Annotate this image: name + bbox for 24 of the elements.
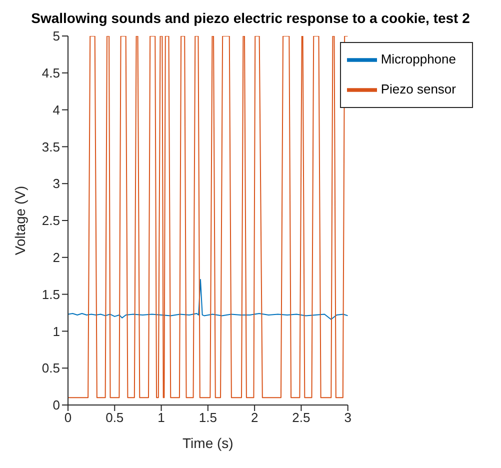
x-axis-title: Time (s) [182, 435, 234, 451]
y-tick-label: 1.5 [42, 286, 60, 302]
y-tick-label: 5 [52, 28, 60, 44]
y-tick-label: 2.5 [42, 213, 60, 228]
line-series [68, 279, 348, 320]
y-tick-label: 1 [52, 324, 60, 339]
x-tick-label: 2.5 [292, 410, 310, 426]
legend-label: Micropphone [380, 51, 456, 66]
x-tick-label: 2 [250, 410, 258, 426]
x-tick-label: 0 [64, 410, 72, 426]
y-tick-label: 4.5 [42, 66, 60, 81]
y-tick-label: 0.5 [42, 360, 60, 376]
y-tick-label: 0 [52, 398, 60, 413]
x-tick-label: 3 [344, 410, 352, 426]
x-tick-label: 1 [158, 410, 165, 426]
legend-label: Piezo sensor [380, 81, 456, 96]
x-tick-label: 1.5 [198, 410, 217, 426]
y-tick-label: 3 [52, 176, 60, 192]
x-tick-label: 0.5 [106, 410, 124, 426]
chart-title: Swallowing sounds and piezo electric response to a cookie, test 2 [30, 9, 471, 28]
y-tick-label: 3.5 [42, 139, 60, 154]
y-tick-label: 2 [52, 250, 60, 266]
y-tick-label: 4 [52, 102, 60, 118]
y-axis-title: Voltage (V) [12, 186, 28, 256]
